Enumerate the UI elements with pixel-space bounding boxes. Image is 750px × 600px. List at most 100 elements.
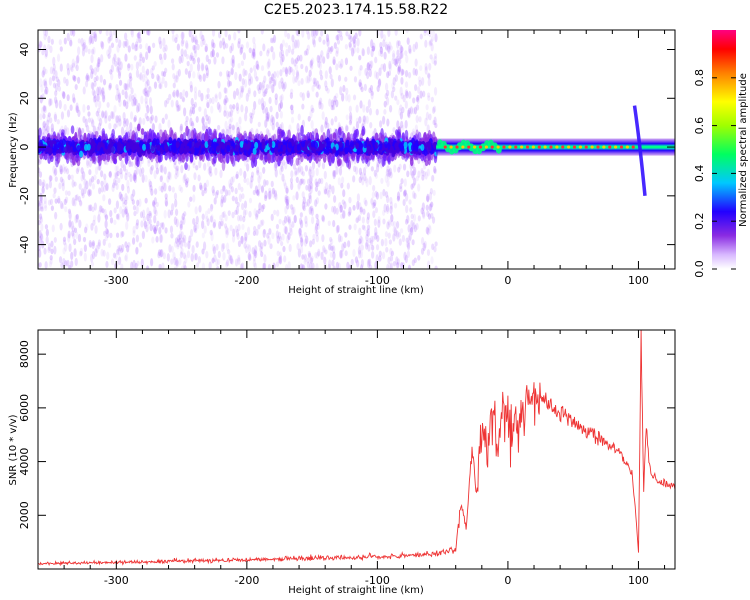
- spectrogram-speckle: [432, 105, 437, 113]
- spectrogram-speckle: [415, 115, 419, 124]
- spectrogram-speckle: [341, 176, 345, 184]
- spectrogram-speckle: [284, 226, 288, 235]
- spectrogram-speckle: [327, 189, 331, 198]
- spectrogram-speckle: [227, 71, 231, 78]
- spectrogram-speckle: [285, 68, 289, 77]
- spectrogram-speckle: [67, 230, 71, 239]
- spectrogram-speckle: [231, 211, 235, 219]
- spectrogram-speckle: [402, 163, 407, 171]
- spectrogram-speckle: [94, 99, 98, 108]
- spectrogram-speckle: [187, 240, 191, 250]
- spectrogram-speckle: [63, 198, 67, 206]
- spectrogram-speckle: [180, 164, 184, 174]
- spectrogram-speckle: [108, 171, 112, 178]
- spectrogram-speckle: [272, 34, 277, 44]
- spectrogram-speckle: [93, 80, 97, 87]
- spectrogram-speckle: [309, 205, 313, 214]
- spectrogram-speckle: [52, 192, 56, 199]
- spectrogram-speckle: [231, 175, 236, 183]
- spectrogram-speckle: [94, 166, 99, 175]
- spectrogram-speckle: [385, 203, 390, 213]
- spectrogram-speckle: [315, 234, 319, 243]
- spectrogram-speckle: [38, 249, 42, 258]
- spectrogram-speckle: [194, 35, 198, 45]
- spectrogram-speckle: [279, 167, 283, 176]
- spectrogram-speckle: [116, 65, 120, 73]
- spectrogram-speckle: [273, 209, 277, 215]
- spectrogram-speckle: [102, 194, 106, 202]
- spectrogram-speckle: [361, 47, 365, 57]
- spectrogram-speckle: [141, 173, 145, 183]
- spectrogram-speckle: [298, 217, 303, 225]
- spectrogram-speckle: [431, 57, 435, 65]
- spectrogram-speckle: [201, 124, 206, 131]
- spectrogram-speckle: [104, 214, 109, 220]
- spectrogram-speckle: [389, 45, 393, 51]
- spectrogram-speckle: [284, 161, 288, 170]
- spectrogram-speckle: [130, 261, 134, 269]
- spectrogram-speckle: [88, 169, 92, 176]
- spectrogram-speckle: [419, 65, 423, 72]
- spectrogram-speckle: [208, 261, 212, 269]
- spectrogram-speckle: [214, 94, 218, 103]
- spectrogram-speckle: [72, 97, 76, 104]
- spectrogram-speckle: [257, 121, 261, 128]
- spectrogram-speckle: [125, 38, 129, 48]
- spectrogram-speckle: [175, 89, 179, 97]
- spectrogram-speckle: [248, 210, 252, 218]
- spectrogram-speckle: [387, 219, 391, 226]
- spectrogram-speckle: [362, 167, 367, 176]
- spectrogram-speckle: [429, 202, 433, 211]
- spectrogram-speckle: [235, 228, 240, 237]
- spectrogram-speckle: [116, 88, 120, 97]
- spectrogram-speckle: [166, 97, 170, 105]
- spectrogram-speckle: [259, 171, 263, 180]
- spectrogram-speckle: [256, 166, 260, 174]
- spectrogram-speckle: [107, 53, 111, 59]
- spectrogram-speckle: [66, 109, 71, 118]
- spectrogram-speckle: [393, 227, 398, 237]
- spectrogram-speckle: [101, 110, 105, 118]
- spectrogram-speckle: [391, 58, 395, 65]
- spectrogram-speckle: [405, 237, 409, 243]
- spectrogram-speckle: [166, 175, 170, 183]
- spectrogram-speckle: [244, 236, 248, 243]
- spectrogram-speckle: [267, 70, 271, 77]
- spectrogram-speckle: [218, 104, 222, 113]
- spectrogram-speckle: [360, 86, 364, 93]
- spectrogram-speckle: [238, 91, 242, 100]
- spectrogram-speckle: [61, 90, 65, 97]
- spectrogram-speckle: [283, 81, 287, 90]
- spectrogram-speckle: [125, 101, 129, 110]
- spectrogram-speckle: [374, 226, 378, 236]
- spectrogram-speckle: [428, 203, 432, 212]
- spectrogram-speckle: [290, 170, 294, 179]
- spectrogram-speckle: [424, 39, 428, 48]
- spectrogram-speckle: [364, 199, 368, 207]
- spectrogram-speckle: [253, 90, 257, 98]
- spectrogram-speckle: [97, 57, 101, 65]
- spectrogram-speckle: [295, 191, 299, 201]
- spectrogram-speckle: [329, 242, 333, 252]
- spectrogram-speckle: [401, 106, 405, 114]
- spectrogram-speckle: [330, 99, 335, 108]
- spectrogram-speckle: [365, 229, 369, 237]
- spectrogram-speckle: [223, 110, 227, 117]
- spectrogram-speckle: [170, 233, 174, 239]
- spectrogram-speckle: [397, 40, 401, 47]
- spectrogram-speckle: [183, 107, 187, 117]
- spectrogram-speckle: [361, 176, 365, 186]
- spectrogram-speckle: [287, 232, 291, 241]
- spectrogram-speckle: [399, 186, 403, 193]
- spectrogram-speckle: [124, 252, 129, 262]
- spectrogram-speckle: [38, 171, 43, 178]
- spectrogram-speckle: [128, 72, 132, 79]
- spectrogram-speckle: [309, 181, 313, 190]
- spectrogram-speckle: [270, 45, 274, 53]
- spectrogram-speckle: [44, 261, 48, 269]
- spectrogram-speckle: [281, 159, 286, 166]
- spectrogram-speckle: [146, 79, 150, 86]
- spectrogram-speckle: [124, 53, 128, 62]
- spectrogram-speckle: [243, 170, 247, 179]
- spectrogram-speckle: [39, 192, 43, 202]
